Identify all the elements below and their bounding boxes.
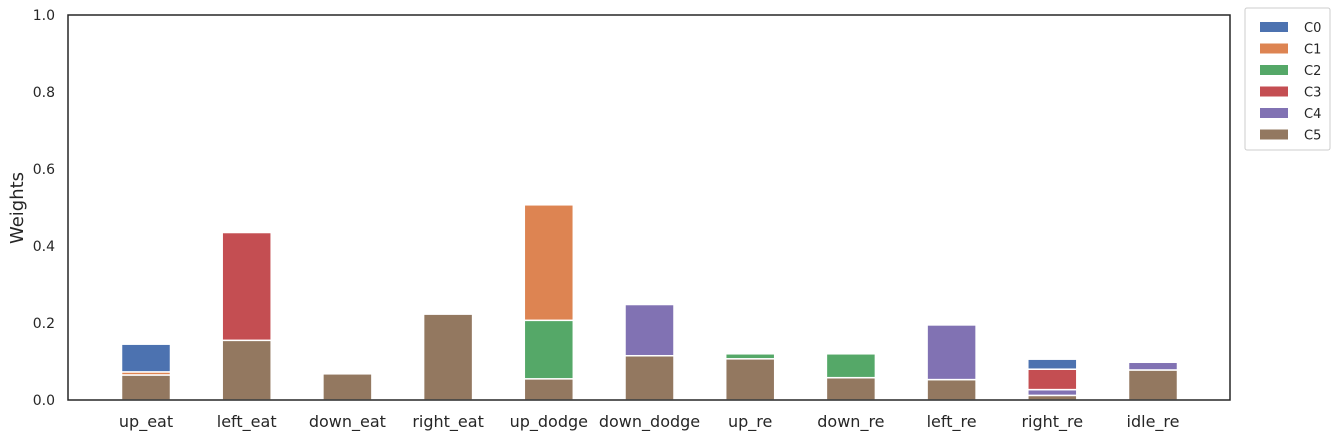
bar-down_re-c5 [825,376,877,401]
y-tick-label: 1.0 [33,8,55,24]
y-tick-label: 0.2 [33,316,55,332]
bars-group [120,204,1179,401]
y-tick-label: 0.4 [33,239,55,255]
y-axis-label: Weights [7,172,28,244]
y-tick-label: 0.0 [33,393,55,409]
bar-left_eat-c3 [221,231,272,342]
bar-idle_re-c4 [1127,361,1179,371]
x-tick-label: down_dodge [599,412,700,432]
bar-up_dodge-c5 [523,378,575,401]
legend-label-c3: C3 [1304,86,1321,101]
legend-swatch-c3 [1260,86,1288,97]
legend-swatch-c1 [1260,43,1288,54]
plot-frame [67,14,1231,401]
y-tick-labels: 0.0 0.2 0.4 0.6 0.8 1.0 [33,8,55,409]
bar-left_re-c5 [926,378,977,401]
y-tick-label: 0.8 [33,85,55,101]
x-tick-label: up_re [728,412,772,432]
legend-label-c0: C0 [1304,21,1321,36]
bar-down_re-c2 [825,353,877,379]
bar-up_dodge-c1 [523,204,575,322]
y-tick-label: 0.6 [33,162,55,178]
x-tick-label: up_dodge [510,412,588,432]
bar-right_re-c0 [1027,358,1078,370]
x-tick-label: left_eat [217,412,277,432]
x-tick-label: down_eat [309,412,386,432]
x-tick-label: down_re [817,412,884,432]
x-tick-label: up_eat [119,412,173,432]
legend: C0 C1 C2 C3 C4 C5 [1244,7,1331,151]
bar-left_eat-c5 [221,339,272,401]
x-tick-label: right_eat [412,412,484,432]
legend-swatch-c0 [1260,22,1288,32]
legend-label-c4: C4 [1304,107,1321,122]
bar-down_dodge-c5 [624,354,675,401]
bar-idle_re-c5 [1127,369,1179,401]
bar-right_re-c3 [1027,368,1078,391]
legend-label-c2: C2 [1304,64,1321,79]
bar-down_eat-c5 [322,373,373,401]
bar-up_re-c5 [724,358,776,401]
bar-up_eat-c5 [120,374,172,401]
bar-left_re-c4 [926,324,977,381]
x-tick-label: right_re [1021,412,1083,432]
bar-up_dodge-c2 [523,319,575,380]
legend-label-c5: C5 [1304,129,1321,144]
legend-swatch-c4 [1260,108,1288,118]
legend-label-c1: C1 [1304,43,1321,58]
x-tick-label: left_re [927,412,977,432]
x-tick-labels: up_eat left_eat down_eat right_eat up_dodge d… [119,412,1180,432]
x-tick-label: idle_re [1127,412,1180,432]
bar-up_re-c2 [724,353,776,360]
legend-swatch-c5 [1260,129,1288,140]
bar-up_eat-c0 [120,343,172,373]
bar-down_dodge-c4 [624,303,675,357]
bar-right_eat-c5 [422,313,474,401]
bar-right_re-c4 [1027,388,1078,397]
legend-swatch-c2 [1260,65,1288,75]
